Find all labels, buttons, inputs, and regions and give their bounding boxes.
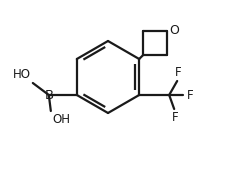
Text: B: B: [44, 89, 53, 101]
Text: F: F: [175, 66, 182, 79]
Text: OH: OH: [53, 113, 71, 126]
Text: O: O: [169, 24, 179, 36]
Text: F: F: [172, 111, 179, 124]
Text: F: F: [187, 89, 194, 101]
Text: HO: HO: [13, 68, 31, 81]
